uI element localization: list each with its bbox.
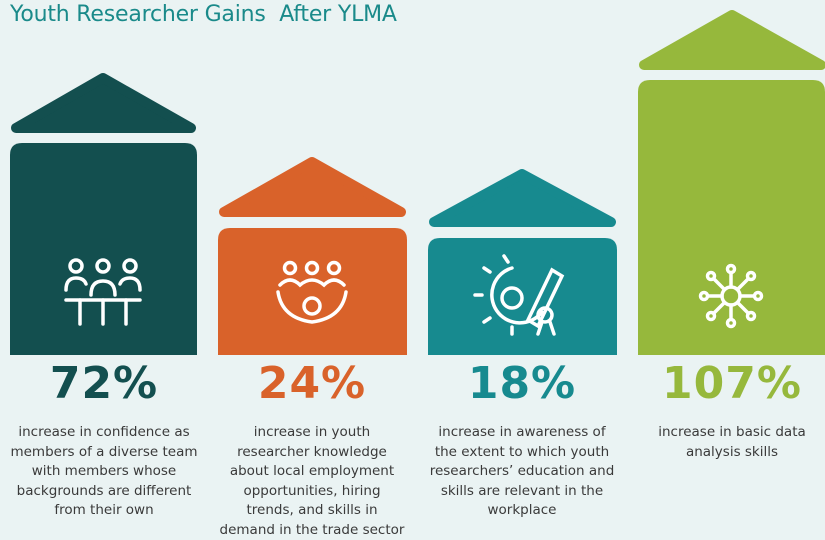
description-line: about local employment xyxy=(212,462,412,482)
percent-value: 18% xyxy=(427,358,617,409)
roof xyxy=(16,78,191,128)
percent-value: 72% xyxy=(9,358,199,409)
pillar xyxy=(218,228,407,355)
description-line: members of a diverse team xyxy=(4,443,204,463)
description-line: workplace xyxy=(422,501,622,521)
percent-value: 24% xyxy=(217,358,407,409)
percent-value: 107% xyxy=(637,358,825,409)
description-line: from their own xyxy=(4,501,204,521)
description-line: increase in awareness of xyxy=(422,423,622,443)
description-line: researcher knowledge xyxy=(212,443,412,463)
description-line: analysis skills xyxy=(632,443,825,463)
column-3 xyxy=(428,174,617,355)
roof xyxy=(434,174,611,222)
description-line: backgrounds are different xyxy=(4,482,204,502)
column-2 xyxy=(218,162,407,355)
description-line: increase in confidence as xyxy=(4,423,204,443)
description-line: trends, and skills in xyxy=(212,501,412,521)
description-line: demand in the trade sector xyxy=(212,521,412,540)
description-line: the extent to which youth xyxy=(422,443,622,463)
description-line: increase in youth xyxy=(212,423,412,443)
description-line: increase in basic data xyxy=(632,423,825,443)
description-line: researchers’ education and xyxy=(422,462,622,482)
description-line: skills are relevant in the xyxy=(422,482,622,502)
description-line: with members whose xyxy=(4,462,204,482)
roof xyxy=(224,162,401,212)
description-line: opportunities, hiring xyxy=(212,482,412,502)
roof xyxy=(644,15,821,65)
